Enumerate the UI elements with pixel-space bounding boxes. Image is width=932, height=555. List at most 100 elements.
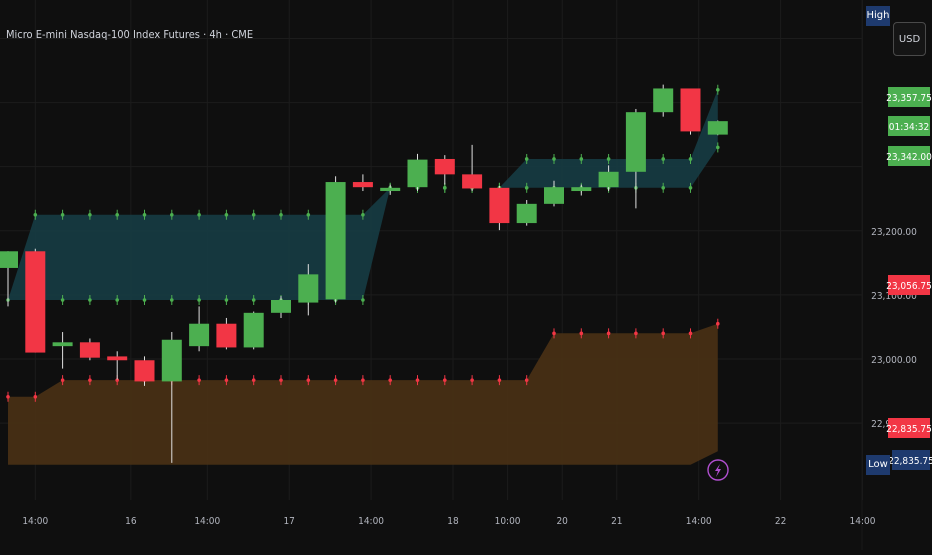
- lower-band-area: [8, 323, 718, 465]
- upper-band-marker: [579, 157, 584, 161]
- candle-bearish: [489, 187, 510, 224]
- candle-bearish: [216, 323, 237, 348]
- lower-band-marker: [415, 378, 420, 382]
- candle-bullish: [598, 171, 619, 188]
- lower-band-marker: [306, 378, 311, 382]
- chart-title: Micro E-mini Nasdaq-100 Index Futures · …: [6, 28, 254, 41]
- price-badge-label: 23,056.75: [886, 281, 932, 292]
- lower-band-marker: [552, 331, 556, 336]
- x-tick-label: 14:00: [22, 516, 48, 527]
- candle-bullish: [325, 182, 346, 300]
- upper-band-marker: [142, 298, 147, 302]
- candle-bullish: [653, 88, 674, 113]
- x-tick-label: 14:00: [686, 516, 712, 527]
- lower-band-marker: [470, 378, 474, 382]
- lower-band-marker: [606, 331, 611, 336]
- lower-band-marker: [279, 378, 283, 382]
- lower-band-marker: [579, 331, 584, 336]
- candle-bullish: [625, 112, 646, 172]
- candle-bearish: [107, 356, 128, 361]
- upper-band-marker: [661, 186, 665, 190]
- lower-band-marker: [60, 378, 65, 382]
- upper-band-marker: [115, 298, 119, 302]
- lower-band-marker: [6, 394, 10, 399]
- upper-band-marker: [361, 298, 365, 302]
- candle-bullish: [516, 203, 537, 224]
- upper-band-marker: [688, 186, 693, 190]
- upper-band-marker: [661, 157, 665, 161]
- x-tick-label: 20: [556, 516, 568, 527]
- upper-band-marker: [197, 212, 201, 217]
- price-badge-label: 22,835.75: [888, 456, 932, 467]
- candle-bullish: [298, 274, 319, 303]
- y-tick-label: 23,100.00: [871, 291, 917, 302]
- price-badge: [892, 450, 930, 470]
- x-tick-label: 16: [125, 516, 137, 527]
- price-badge: [888, 87, 930, 107]
- candle-bullish: [271, 300, 291, 313]
- lower-band-marker: [88, 378, 92, 382]
- upper-band-marker: [361, 212, 365, 217]
- candle-bullish: [571, 187, 592, 192]
- x-tick-label: 22: [775, 516, 786, 527]
- upper-band-marker: [251, 212, 256, 217]
- x-tick-label: 14:00: [194, 516, 220, 527]
- y-tick-label: 23,200.00: [871, 227, 917, 238]
- upper-band-marker: [60, 298, 65, 302]
- lightning-icon-glyph: [715, 464, 721, 477]
- upper-band-marker: [88, 298, 92, 302]
- candle-bullish: [380, 187, 401, 192]
- price-badge-label: 01:34:32: [889, 122, 929, 133]
- lower-band-marker: [115, 378, 119, 382]
- upper-band-marker: [224, 298, 229, 302]
- lower-band-marker: [33, 394, 38, 399]
- upper-band-marker: [716, 145, 720, 150]
- upper-band-marker: [170, 212, 174, 217]
- x-tick-label: 14:00: [850, 516, 876, 527]
- lightning-icon: [707, 459, 729, 481]
- upper-band-marker: [33, 212, 38, 217]
- lower-band-marker: [333, 378, 338, 382]
- upper-band-marker: [552, 157, 556, 161]
- upper-band-marker: [197, 298, 201, 302]
- x-tick-label: 21: [611, 516, 622, 527]
- lower-band-marker: [251, 378, 256, 382]
- lower-band-marker: [661, 331, 665, 336]
- upper-band-marker: [142, 212, 147, 217]
- upper-band-marker: [716, 87, 720, 92]
- lower-band-marker: [361, 378, 365, 382]
- y-tick-label: 23,000.00: [871, 355, 917, 366]
- lower-band-marker: [224, 378, 229, 382]
- upper-band-marker: [224, 212, 229, 217]
- high-tag: High: [866, 6, 890, 26]
- price-badge: [888, 146, 930, 166]
- candles: [0, 84, 728, 463]
- upper-band-marker: [524, 186, 529, 190]
- x-tick-label: 14:00: [358, 516, 384, 527]
- currency-button[interactable]: USD: [893, 22, 926, 56]
- price-badge-label: 23,342.00: [886, 152, 932, 163]
- upper-band-marker: [170, 298, 174, 302]
- upper-band-marker: [88, 212, 92, 217]
- lower-band-marker: [497, 378, 502, 382]
- upper-band-marker: [606, 157, 611, 161]
- upper-band-marker: [524, 157, 529, 161]
- upper-band-marker: [60, 212, 65, 217]
- upper-band-area: [8, 89, 718, 300]
- candle-bullish: [189, 323, 210, 347]
- candle-bearish: [680, 88, 701, 132]
- price-badge-label: 23,357.75: [886, 93, 932, 104]
- candle-bullish: [243, 312, 264, 348]
- candle-bearish: [79, 342, 100, 358]
- candle-bullish: [407, 159, 428, 188]
- upper-band-marker: [279, 212, 283, 217]
- candle-bearish: [352, 182, 373, 188]
- lower-band-marker: [716, 321, 720, 326]
- lower-band-marker: [688, 331, 693, 336]
- candle-bearish: [25, 251, 46, 353]
- upper-band-marker: [115, 212, 119, 217]
- price-badge: [888, 418, 930, 438]
- upper-band-marker: [306, 212, 311, 217]
